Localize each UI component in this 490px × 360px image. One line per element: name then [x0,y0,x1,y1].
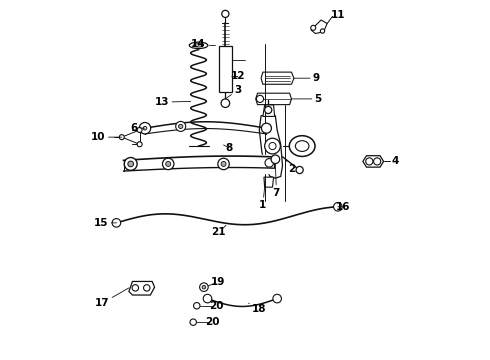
Text: 17: 17 [95,288,129,308]
Text: 21: 21 [212,228,226,238]
Text: 16: 16 [336,202,350,212]
Circle shape [271,155,280,163]
Circle shape [222,10,229,18]
Polygon shape [363,156,384,167]
Circle shape [269,143,276,150]
Ellipse shape [295,141,309,152]
Circle shape [218,158,229,170]
Circle shape [139,122,151,134]
Text: 2: 2 [285,158,295,174]
Circle shape [132,285,139,291]
Circle shape [373,158,381,165]
Circle shape [265,107,272,113]
Circle shape [178,124,183,129]
Text: 1: 1 [259,180,267,210]
Polygon shape [263,105,275,116]
Circle shape [256,95,264,103]
Circle shape [137,127,142,132]
Ellipse shape [194,44,203,47]
Text: 7: 7 [273,164,280,198]
Text: 10: 10 [91,132,122,142]
Text: 20: 20 [209,301,223,311]
Circle shape [334,203,342,211]
Bar [219,46,232,93]
Polygon shape [311,20,327,33]
Circle shape [112,219,121,227]
Circle shape [119,135,124,140]
Ellipse shape [189,42,208,49]
Text: 20: 20 [206,317,220,327]
Ellipse shape [289,136,315,157]
Circle shape [176,121,186,131]
Circle shape [166,161,171,166]
Circle shape [273,294,281,303]
Circle shape [199,283,208,292]
Text: 9: 9 [294,73,320,83]
Circle shape [265,138,280,154]
Circle shape [221,99,230,108]
Polygon shape [259,116,283,178]
Text: 18: 18 [248,303,267,314]
Circle shape [128,161,134,167]
Circle shape [311,25,316,30]
Circle shape [320,29,325,33]
Text: 13: 13 [155,97,191,107]
Polygon shape [129,282,155,295]
Text: 4: 4 [392,157,399,166]
Text: 8: 8 [223,143,233,153]
Circle shape [202,285,206,289]
Polygon shape [261,72,294,84]
Text: 5: 5 [292,94,322,104]
Circle shape [265,158,273,167]
Circle shape [194,302,200,309]
Text: 3: 3 [225,85,242,99]
Polygon shape [256,93,292,105]
Circle shape [296,166,303,174]
Text: 19: 19 [211,277,225,287]
Circle shape [190,319,196,325]
Circle shape [366,158,373,165]
Circle shape [163,158,174,170]
Text: 12: 12 [231,71,245,81]
Text: 15: 15 [94,218,117,228]
Circle shape [262,123,271,133]
Ellipse shape [143,126,147,130]
Circle shape [137,142,142,147]
Circle shape [144,285,150,291]
Polygon shape [264,177,273,187]
Circle shape [124,157,137,170]
Text: 11: 11 [331,10,345,20]
Text: 6: 6 [131,123,145,133]
Text: 14: 14 [191,39,206,49]
Circle shape [221,161,226,166]
Circle shape [203,294,212,303]
